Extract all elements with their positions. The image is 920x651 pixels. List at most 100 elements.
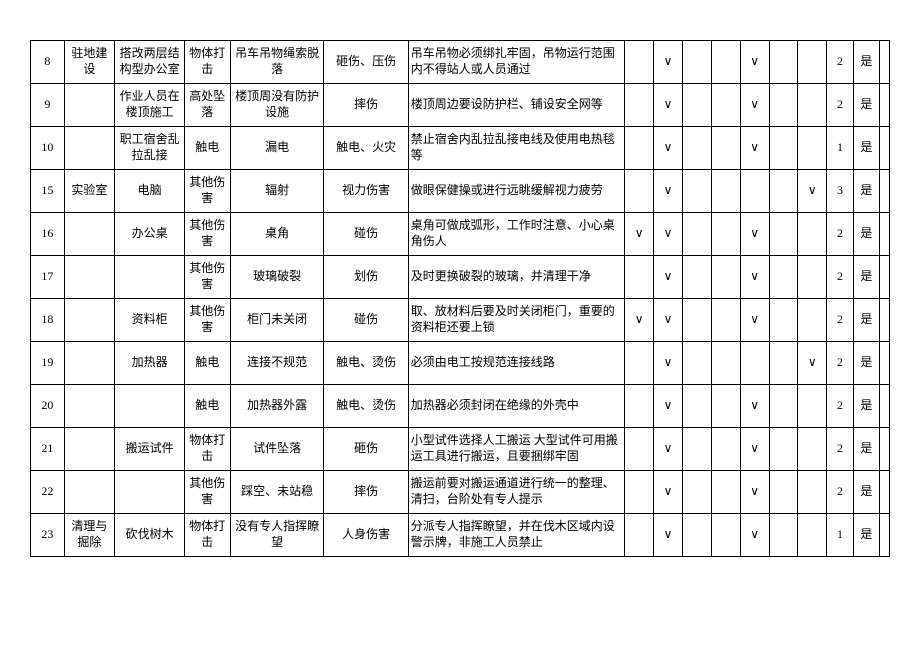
cell-check-1: ∨ — [654, 213, 683, 256]
cell-type: 其他伤害 — [184, 213, 230, 256]
cell-check-1: ∨ — [654, 170, 683, 213]
table-row: 20触电加热器外露触电、烫伤加热器必须封闭在绝缘的外壳中∨∨2是 — [31, 385, 890, 428]
cell-check-5 — [769, 127, 798, 170]
cell-check-6 — [798, 385, 827, 428]
cell-check-1: ∨ — [654, 514, 683, 557]
cell-item: 砍伐树木 — [115, 514, 185, 557]
cell-type: 其他伤害 — [184, 256, 230, 299]
cell-yesno: 是 — [853, 471, 879, 514]
cell-type: 高处坠落 — [184, 84, 230, 127]
cell-check-2 — [682, 471, 711, 514]
cell-check-6 — [798, 41, 827, 84]
cell-check-6 — [798, 127, 827, 170]
cell-check-1: ∨ — [654, 41, 683, 84]
cell-no: 23 — [31, 514, 65, 557]
cell-item: 资料柜 — [115, 299, 185, 342]
cell-type: 触电 — [184, 385, 230, 428]
cell-level: 2 — [827, 84, 853, 127]
cell-level: 1 — [827, 514, 853, 557]
cell-check-5 — [769, 342, 798, 385]
cell-check-4 — [740, 342, 769, 385]
cell-item: 搬运试件 — [115, 428, 185, 471]
cell-area — [64, 428, 115, 471]
cell-trailing — [880, 41, 890, 84]
cell-measure: 及时更换破裂的玻璃，并清理干净 — [408, 256, 625, 299]
cell-check-6 — [798, 84, 827, 127]
cell-check-3 — [711, 213, 740, 256]
cell-cause: 桌角 — [230, 213, 324, 256]
cell-level: 2 — [827, 428, 853, 471]
cell-trailing — [880, 170, 890, 213]
cell-check-6 — [798, 428, 827, 471]
cell-trailing — [880, 127, 890, 170]
cell-check-0: ∨ — [625, 213, 654, 256]
cell-check-1: ∨ — [654, 127, 683, 170]
cell-item: 办公桌 — [115, 213, 185, 256]
cell-check-3 — [711, 342, 740, 385]
cell-no: 10 — [31, 127, 65, 170]
cell-level: 2 — [827, 299, 853, 342]
cell-measure: 吊车吊物必须绑扎牢固，吊物运行范围内不得站人或人员通过 — [408, 41, 625, 84]
cell-check-0 — [625, 514, 654, 557]
cell-check-4: ∨ — [740, 213, 769, 256]
cell-cause: 加热器外露 — [230, 385, 324, 428]
table-row: 16办公桌其他伤害桌角碰伤桌角可做成弧形，工作时注意、小心桌角伤人∨∨∨2是 — [31, 213, 890, 256]
table-row: 17其他伤害玻璃破裂划伤及时更换破裂的玻璃，并清理干净∨∨2是 — [31, 256, 890, 299]
cell-check-3 — [711, 385, 740, 428]
cell-check-5 — [769, 84, 798, 127]
cell-type: 其他伤害 — [184, 471, 230, 514]
cell-check-3 — [711, 84, 740, 127]
cell-trailing — [880, 342, 890, 385]
table-row: 10职工宿舍乱拉乱接触电漏电触电、火灾禁止宿舍内乱拉乱接电线及使用电热毯等∨∨1… — [31, 127, 890, 170]
cell-check-5 — [769, 213, 798, 256]
cell-check-2 — [682, 299, 711, 342]
cell-area: 清理与掘除 — [64, 514, 115, 557]
cell-check-2 — [682, 170, 711, 213]
cell-consequence: 摔伤 — [324, 84, 408, 127]
cell-area — [64, 84, 115, 127]
cell-check-4: ∨ — [740, 84, 769, 127]
cell-consequence: 摔伤 — [324, 471, 408, 514]
cell-check-2 — [682, 385, 711, 428]
cell-no: 20 — [31, 385, 65, 428]
cell-yesno: 是 — [853, 428, 879, 471]
cell-no: 18 — [31, 299, 65, 342]
cell-cause: 辐射 — [230, 170, 324, 213]
cell-check-3 — [711, 299, 740, 342]
cell-check-0 — [625, 41, 654, 84]
cell-type: 触电 — [184, 342, 230, 385]
cell-cause: 楼顶周没有防护设施 — [230, 84, 324, 127]
cell-measure: 桌角可做成弧形，工作时注意、小心桌角伤人 — [408, 213, 625, 256]
cell-item — [115, 471, 185, 514]
cell-cause: 没有专人指挥瞭望 — [230, 514, 324, 557]
cell-area — [64, 299, 115, 342]
cell-check-0 — [625, 385, 654, 428]
cell-check-4: ∨ — [740, 471, 769, 514]
cell-check-3 — [711, 471, 740, 514]
cell-area — [64, 342, 115, 385]
cell-yesno: 是 — [853, 41, 879, 84]
cell-check-3 — [711, 256, 740, 299]
cell-no: 19 — [31, 342, 65, 385]
cell-trailing — [880, 514, 890, 557]
cell-check-2 — [682, 514, 711, 557]
cell-check-1: ∨ — [654, 256, 683, 299]
cell-check-3 — [711, 41, 740, 84]
cell-check-3 — [711, 170, 740, 213]
cell-cause: 连接不规范 — [230, 342, 324, 385]
cell-yesno: 是 — [853, 84, 879, 127]
table-row: 23清理与掘除砍伐树木物体打击没有专人指挥瞭望人身伤害分派专人指挥瞭望，并在伐木… — [31, 514, 890, 557]
cell-measure: 取、放材料后要及时关闭柜门，重要的资料柜还要上锁 — [408, 299, 625, 342]
table-row: 15实验室电脑其他伤害辐射视力伤害做眼保健操或进行远眺缓解视力疲劳∨∨3是 — [31, 170, 890, 213]
cell-check-4: ∨ — [740, 41, 769, 84]
cell-measure: 小型试件选择人工搬运 大型试件可用搬运工具进行搬运，且要捆绑牢固 — [408, 428, 625, 471]
cell-measure: 禁止宿舍内乱拉乱接电线及使用电热毯等 — [408, 127, 625, 170]
cell-check-5 — [769, 299, 798, 342]
cell-check-2 — [682, 428, 711, 471]
cell-check-2 — [682, 256, 711, 299]
cell-check-4: ∨ — [740, 428, 769, 471]
cell-consequence: 触电、烫伤 — [324, 342, 408, 385]
cell-cause: 试件坠落 — [230, 428, 324, 471]
cell-cause: 踩空、未站稳 — [230, 471, 324, 514]
cell-check-3 — [711, 127, 740, 170]
